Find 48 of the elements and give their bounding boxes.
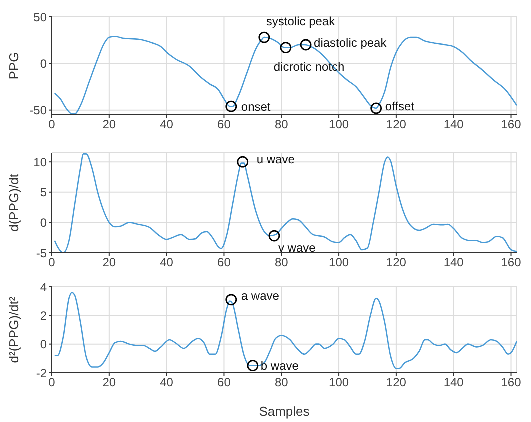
x-tick-label: 140: [444, 376, 464, 390]
x-tick-label: 80: [274, 118, 289, 132]
x-tick-label: 100: [329, 376, 350, 390]
y-tick-label: 5: [40, 186, 48, 200]
x-tick-label: 160: [501, 376, 522, 390]
annotation: b wave: [260, 359, 300, 374]
x-axis-title: Samples: [259, 404, 310, 419]
y-axis-title: d(PPG)/dt: [6, 174, 22, 232]
y-tick-label: 0: [40, 338, 48, 352]
annotation: systolic peak: [266, 14, 336, 29]
x-tick-label: 160: [501, 256, 522, 270]
annotation: diastolic peak: [314, 36, 388, 50]
y-tick-label: 0: [40, 216, 48, 230]
x-tick-label: 20: [102, 376, 116, 390]
y-tick-label: 10: [34, 155, 48, 170]
x-tick-label: 60: [218, 376, 232, 390]
x-tick-label: 120: [386, 118, 407, 132]
line-series: [54, 154, 517, 253]
x-tick-label: 80: [274, 256, 289, 270]
annotation: offset: [385, 100, 416, 114]
x-tick-label: 100: [329, 256, 350, 270]
x-tick-label: 140: [444, 118, 464, 132]
x-tick-label: 100: [329, 118, 350, 132]
x-tick-label: 120: [386, 376, 407, 390]
x-tick-label: 160: [501, 118, 522, 132]
y-tick-label: 4: [40, 280, 48, 294]
y-tick-label: -2: [36, 366, 48, 380]
annotation: u wave: [256, 152, 296, 166]
y-tick-label: -50: [30, 104, 48, 118]
x-tick-label: 40: [160, 376, 174, 390]
x-tick-label: 20: [102, 118, 116, 132]
y-axis-title: d²(PPG)/dt²: [6, 296, 22, 364]
y-tick-label: 2: [40, 308, 48, 323]
y-axis-title: PPG: [6, 52, 22, 80]
y-tick-label: -5: [36, 246, 48, 260]
x-tick-label: 40: [160, 118, 174, 132]
annotation: a wave: [241, 289, 280, 304]
y-tick-label: 0: [40, 56, 48, 71]
x-tick-label: 20: [102, 256, 116, 270]
annotation: v wave: [278, 241, 316, 256]
x-tick-label: 40: [160, 256, 174, 270]
x-tick-label: 60: [218, 118, 232, 132]
x-tick-label: 140: [444, 256, 464, 270]
annotation: onset: [241, 100, 272, 114]
y-tick-label: 50: [34, 10, 48, 24]
x-tick-label: 60: [218, 256, 232, 270]
x-tick-label: 120: [386, 256, 407, 270]
x-tick-label: 80: [274, 376, 289, 390]
